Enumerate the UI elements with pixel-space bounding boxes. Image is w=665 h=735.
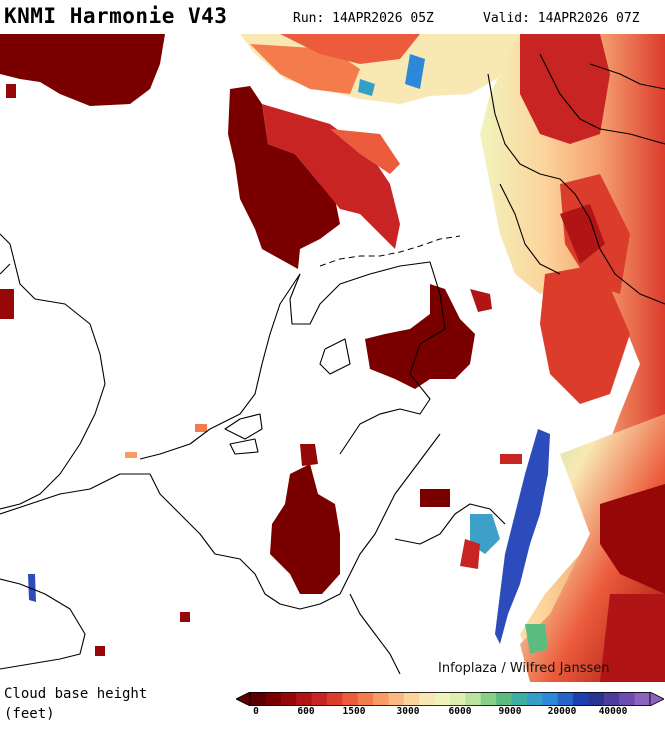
legend-color-cell xyxy=(496,692,513,706)
legend-tick-label: 6000 xyxy=(448,706,472,717)
legend-color-cell xyxy=(265,692,282,706)
cloud-area-netherlands xyxy=(365,284,475,389)
legend-color-cell xyxy=(403,692,420,706)
valid-time: Valid: 14APR2026 07Z xyxy=(483,11,640,26)
legend-tick-label: 600 xyxy=(297,706,315,717)
cloud-area-north-central xyxy=(228,86,340,269)
legend-color-cell xyxy=(388,692,405,706)
header: KNMI Harmonie V43 Run: 14APR2026 05Z Val… xyxy=(0,0,665,34)
legend-color-cell xyxy=(573,692,589,706)
legend-color-cell xyxy=(480,692,497,706)
legend-color-cell xyxy=(619,692,636,706)
legend-tick-label: 1500 xyxy=(342,706,366,717)
legend-tick-label: 3000 xyxy=(396,706,420,717)
run-time: Run: 14APR2026 05Z xyxy=(293,11,434,26)
legend-color-cell xyxy=(511,692,528,706)
legend-color-cell xyxy=(296,692,313,706)
cloud-band-convective xyxy=(495,429,550,644)
legend-color-cell xyxy=(250,692,266,706)
legend-tick-label: 40000 xyxy=(598,706,628,717)
forecast-map xyxy=(0,34,665,682)
cloud-area-north-red xyxy=(262,104,400,249)
coastlines xyxy=(0,53,665,675)
legend-color-cell xyxy=(373,692,389,706)
frisian-islands xyxy=(319,235,461,267)
credit-text: Infoplaza / Wilfred Janssen xyxy=(438,661,610,676)
legend-color-cell xyxy=(465,692,482,706)
legend-label-line2: (feet) xyxy=(4,706,55,722)
legend-tick-label: 9000 xyxy=(498,706,522,717)
legend-color-cell xyxy=(357,692,374,706)
legend-color-cell xyxy=(588,692,605,706)
legend-label-line1: Cloud base height xyxy=(4,686,148,702)
legend-color-cell xyxy=(450,692,466,706)
legend-color-cell xyxy=(280,692,297,706)
legend-color-cell xyxy=(557,692,574,706)
legend-color-cell xyxy=(542,692,559,706)
cloud-area-northwest xyxy=(0,34,165,106)
legend-color-cell xyxy=(342,692,359,706)
legend-color-cell xyxy=(326,692,343,706)
model-title: KNMI Harmonie V43 xyxy=(4,4,228,28)
legend-colorbar xyxy=(236,692,664,706)
legend-tick-label: 0 xyxy=(253,706,259,717)
legend-color-cell xyxy=(419,692,436,706)
legend-color-cell xyxy=(434,692,451,706)
legend-color-cell xyxy=(603,692,620,706)
cloud-area-belgium xyxy=(270,464,340,594)
legend-color-cell xyxy=(634,692,651,706)
legend-color-cell xyxy=(311,692,328,706)
cloud-patch-small xyxy=(6,84,16,98)
legend-color-cell xyxy=(526,692,543,706)
legend-tick-label: 20000 xyxy=(547,706,577,717)
